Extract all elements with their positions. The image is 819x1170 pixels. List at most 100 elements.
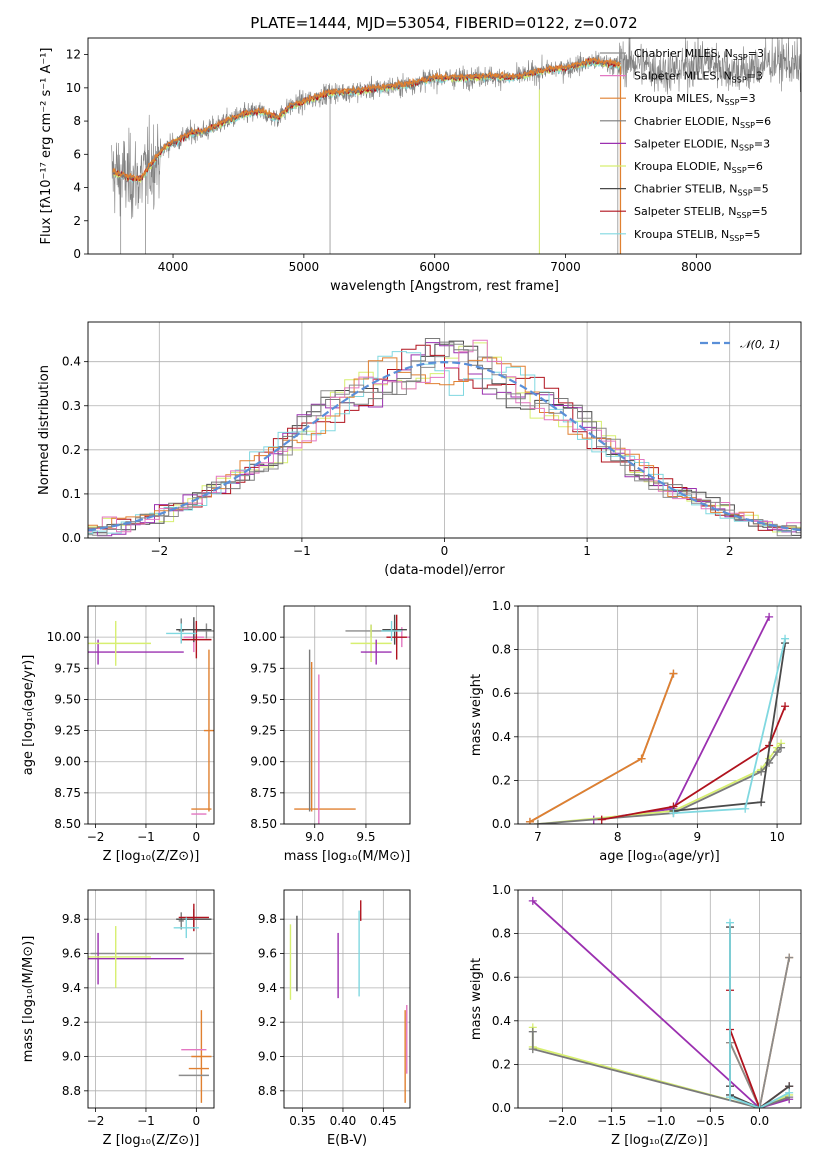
legend-label: Chabrier ELODIE, NSSP=6 — [634, 115, 771, 130]
x-tick-label: 2 — [726, 544, 734, 558]
x-axis-label: Z [log₁₀(Z/Z⊙)] — [611, 1133, 708, 1148]
legend-label: Salpeter ELODIE, NSSP=3 — [634, 137, 770, 152]
plus-marker — [669, 809, 678, 818]
histogram-step-line — [88, 339, 801, 537]
x-axis-label: age [log₁₀(age/yr)] — [599, 849, 720, 864]
x-tick-label: 9.0 — [305, 830, 324, 844]
y-tick-label: 9.8 — [258, 912, 277, 926]
x-tick-label: 0 — [441, 544, 449, 558]
plus-marker — [528, 896, 537, 905]
axes-frame — [87, 605, 215, 825]
axes-frame — [517, 889, 802, 1109]
spectrum-data-line — [111, 38, 801, 219]
plus-marker — [755, 1104, 764, 1108]
plus-marker — [637, 754, 646, 763]
axes-frame — [87, 37, 802, 255]
weight-series-line — [531, 1031, 790, 1108]
y-tick-label: 0.6 — [492, 686, 511, 700]
axes-frame — [87, 321, 802, 539]
x-tick-label: −1 — [137, 830, 155, 844]
legend-label: Kroupa ELODIE, NSSP=6 — [634, 160, 763, 175]
y-tick-label: 0.3 — [62, 399, 81, 413]
plus-marker — [785, 953, 794, 962]
y-tick-label: 9.75 — [250, 661, 277, 675]
plus-marker — [726, 1093, 735, 1102]
y-tick-label: 8.50 — [54, 817, 81, 831]
figure-title: PLATE=1444, MJD=53054, FIBERID=0122, z=0… — [250, 14, 637, 32]
x-axis-label: Z [log₁₀(Z/Z⊙)] — [103, 849, 200, 864]
y-tick-label: 8.50 — [250, 817, 277, 831]
panel-weight_vs_age: 7 8 9 10 0.0 0.2 0.4 0.6 0.8 1.0 age [log₁₀(age/yr… — [469, 599, 802, 864]
y-axis-label: mass weight — [469, 674, 484, 756]
model-line-kroupa-stelib — [112, 59, 622, 184]
legend-label: Chabrier STELIB, NSSP=5 — [634, 183, 769, 198]
x-tick-label: −1.0 — [646, 1114, 675, 1128]
y-tick-label: 0.4 — [62, 355, 81, 369]
plus-marker — [528, 1027, 537, 1036]
panel-mass_vs_EBV: 0.35 0.40 0.45 8.8 9.0 9.2 9.4 9.6 9.8 E(B-V) — [258, 889, 411, 1148]
x-tick-label: −1 — [293, 544, 311, 558]
plus-marker — [781, 702, 790, 711]
legend: Chabrier MILES, NSSP=3 Salpeter MILES, NS… — [600, 47, 771, 243]
x-tick-label: 6000 — [419, 260, 450, 274]
y-tick-label: 9.0 — [258, 1050, 277, 1064]
x-tick-label: 0.40 — [330, 1114, 357, 1128]
panel-weight_vs_Z: −2.0 −1.5 −1.0 −0.5 0.0 0.0 0.2 0.4 0.6 0.8 1.0 Z [… — [469, 883, 802, 1148]
chart-panels: 4000 5000 6000 7000 8000024681012wavelength … — [21, 37, 802, 1148]
x-tick-label: 1 — [583, 544, 591, 558]
x-tick-label: −1 — [137, 1114, 155, 1128]
y-tick-label: 9.6 — [62, 947, 81, 961]
y-tick-label: 0.2 — [492, 1057, 511, 1071]
x-tick-label: −0.5 — [696, 1114, 725, 1128]
x-tick-label: 7000 — [550, 260, 581, 274]
y-tick-label: 0.1 — [62, 487, 81, 501]
x-tick-label: −2 — [150, 544, 168, 558]
plus-marker — [757, 767, 766, 776]
normal-reference-curve — [88, 360, 801, 532]
plus-marker — [741, 804, 750, 813]
plus-marker — [781, 634, 790, 643]
x-tick-label: 10 — [769, 830, 784, 844]
plot-area — [289, 900, 408, 1103]
weight-series-line — [537, 742, 782, 824]
y-tick-label: 9.50 — [54, 692, 81, 706]
x-tick-label: 0.35 — [289, 1114, 316, 1128]
y-tick-label: 2 — [73, 214, 81, 228]
y-tick-label: 1.0 — [492, 599, 511, 613]
plot-area — [88, 903, 212, 1103]
y-tick-label: 9.0 — [62, 1050, 81, 1064]
model-line-salpeter-stelib — [112, 57, 621, 183]
y-tick-label: 0.2 — [62, 443, 81, 457]
y-tick-label: 9.00 — [54, 755, 81, 769]
x-tick-label: 7 — [534, 830, 542, 844]
y-tick-label: 8.8 — [258, 1084, 277, 1098]
plus-marker — [533, 820, 542, 824]
y-tick-label: 0.0 — [492, 817, 511, 831]
plus-marker — [757, 798, 766, 807]
y-tick-label: 10 — [66, 81, 81, 95]
y-tick-label: 6 — [73, 147, 81, 161]
y-tick-label: 9.25 — [54, 724, 81, 738]
x-tick-label: −2 — [87, 1114, 105, 1128]
x-tick-label: 0 — [193, 830, 201, 844]
legend-label: 𝒩(0, 1) — [740, 338, 780, 351]
plot-area — [88, 617, 214, 815]
x-tick-label: 8 — [614, 830, 622, 844]
legend-label: Chabrier MILES, NSSP=3 — [634, 47, 764, 62]
y-tick-label: 0.8 — [492, 927, 511, 941]
y-tick-label: 9.4 — [62, 981, 81, 995]
panel-age_vs_Z: −2 −1 0 8.50 8.75 9.00 9.25 9.50 9.75 10.00 Z [log… — [21, 605, 215, 864]
y-tick-label: 9.2 — [258, 1015, 277, 1029]
y-axis-label: Flux [fλ10⁻¹⁷ erg cm⁻² s⁻¹ A⁻¹] — [39, 48, 54, 245]
weight-series-line — [593, 616, 770, 821]
y-axis-label: Normed distribution — [37, 365, 52, 495]
legend-label: Salpeter STELIB, NSSP=5 — [634, 205, 768, 220]
weight-series-line — [673, 642, 786, 812]
y-tick-label: 0.2 — [492, 773, 511, 787]
y-tick-label: 0 — [73, 247, 81, 261]
y-tick-label: 9.75 — [54, 661, 81, 675]
weight-series-line — [729, 922, 790, 1108]
plus-marker — [773, 748, 782, 757]
y-tick-label: 8.75 — [250, 786, 277, 800]
